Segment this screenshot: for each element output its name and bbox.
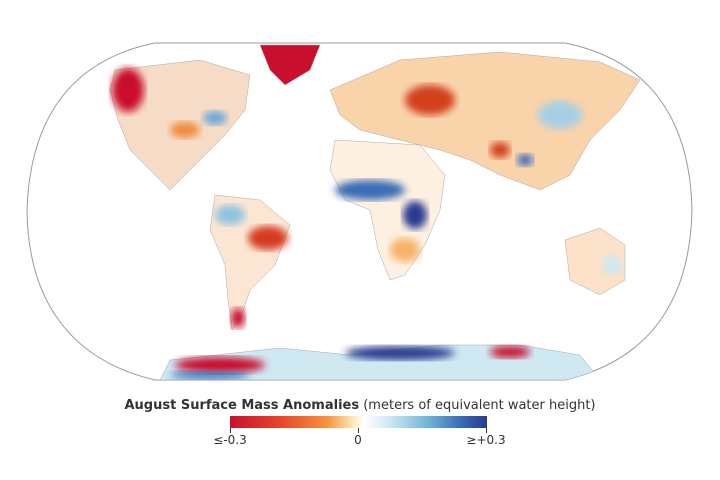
anomaly-sahel — [335, 180, 405, 200]
color-scale-bar — [230, 416, 487, 428]
tick-zero — [358, 428, 359, 433]
anomaly-great-lakes — [203, 111, 227, 125]
anomaly-patagonia — [231, 308, 245, 328]
anomaly-east-africa — [403, 201, 427, 229]
anomaly-west-antarctica — [170, 371, 250, 379]
legend-title: August Surface Mass Anomalies (meters of… — [0, 398, 720, 413]
anomaly-india — [490, 142, 510, 158]
tick-label-max: ≥+0.3 — [466, 433, 506, 447]
anomaly-antarctic-peninsula — [175, 357, 265, 373]
world-anomaly-map — [26, 42, 693, 381]
legend-units: (meters of equivalent water height) — [363, 398, 596, 413]
tick-min — [230, 428, 231, 433]
eurasia — [329, 51, 641, 191]
tick-label-min: ≤-0.3 — [213, 433, 247, 447]
anomaly-nw-america — [112, 68, 144, 112]
anomaly-brazil — [248, 226, 288, 250]
anomaly-central-america — [170, 122, 200, 138]
tick-label-zero: 0 — [354, 433, 362, 447]
anomaly-caspian — [405, 85, 455, 115]
greenland — [259, 44, 321, 86]
anomaly-central-asia — [538, 101, 582, 129]
tick-max — [486, 428, 487, 433]
anomaly-wilkes-land — [490, 346, 530, 358]
anomaly-australia-east — [602, 255, 622, 275]
anomaly-bangladesh — [517, 154, 533, 166]
anomaly-amazon-north — [215, 205, 245, 225]
australia — [564, 227, 626, 296]
legend-title-main: August Surface Mass Anomalies — [124, 398, 360, 413]
anomaly-south-africa — [390, 238, 420, 262]
anomaly-east-antarctica — [345, 346, 455, 360]
antarctica — [159, 344, 601, 380]
